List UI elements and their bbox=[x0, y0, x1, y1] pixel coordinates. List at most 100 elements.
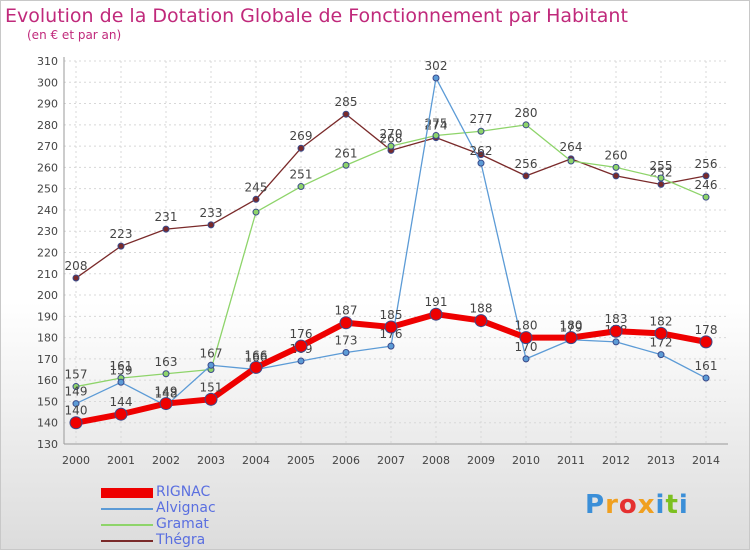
y-tick-label: 220 bbox=[37, 247, 58, 260]
x-tick-label: 2005 bbox=[287, 454, 315, 467]
x-tick-label: 2011 bbox=[557, 454, 585, 467]
x-tick-label: 2004 bbox=[242, 454, 270, 467]
data-label: 172 bbox=[650, 336, 673, 350]
data-label: 223 bbox=[110, 227, 133, 241]
data-label: 246 bbox=[695, 178, 718, 192]
data-label: 275 bbox=[425, 116, 448, 130]
data-label: 159 bbox=[110, 363, 133, 377]
data-label: 183 bbox=[605, 312, 628, 326]
data-point bbox=[297, 357, 305, 365]
data-label: 285 bbox=[335, 95, 358, 109]
data-point bbox=[564, 331, 578, 345]
y-tick-label: 130 bbox=[37, 438, 58, 451]
data-label: 180 bbox=[515, 319, 538, 333]
x-tick-label: 2013 bbox=[647, 454, 675, 467]
data-point bbox=[702, 374, 710, 382]
x-tick-label: 2012 bbox=[602, 454, 630, 467]
data-label: 182 bbox=[650, 314, 673, 328]
x-tick-label: 2009 bbox=[467, 454, 495, 467]
data-point bbox=[567, 157, 575, 165]
data-point bbox=[432, 74, 440, 82]
brand-letter: P bbox=[585, 490, 606, 520]
data-point bbox=[342, 110, 350, 118]
data-point bbox=[72, 383, 80, 391]
data-label: 280 bbox=[515, 106, 538, 120]
data-point bbox=[252, 208, 260, 216]
data-label: 251 bbox=[290, 168, 313, 182]
brand-letter: r bbox=[605, 490, 619, 520]
data-point bbox=[162, 370, 170, 378]
data-point bbox=[429, 307, 443, 321]
data-label: 176 bbox=[380, 327, 403, 341]
data-label: 269 bbox=[290, 129, 313, 143]
data-point bbox=[522, 172, 530, 180]
brand-letter: x bbox=[637, 490, 656, 520]
data-point bbox=[72, 400, 80, 408]
data-label: 161 bbox=[110, 359, 133, 373]
data-label: 208 bbox=[65, 259, 88, 273]
data-label: 187 bbox=[335, 304, 358, 318]
data-point bbox=[252, 195, 260, 203]
x-tick-label: 2001 bbox=[107, 454, 135, 467]
data-point bbox=[162, 225, 170, 233]
y-tick-label: 290 bbox=[37, 98, 58, 111]
data-label: 148 bbox=[155, 387, 178, 401]
y-tick-label: 150 bbox=[37, 395, 58, 408]
data-label: 185 bbox=[380, 308, 403, 322]
data-label: 255 bbox=[650, 159, 673, 173]
data-label: 261 bbox=[335, 146, 358, 160]
brand-letter: i bbox=[655, 490, 666, 520]
x-tick-label: 2010 bbox=[512, 454, 540, 467]
y-tick-label: 240 bbox=[37, 204, 58, 217]
data-point bbox=[339, 316, 353, 330]
data-point bbox=[474, 314, 488, 328]
chart-subtitle: (en € et par an) bbox=[27, 28, 122, 42]
data-label: 157 bbox=[65, 368, 88, 382]
data-point bbox=[207, 221, 215, 229]
brand-letter: i bbox=[678, 490, 689, 520]
data-point bbox=[207, 361, 215, 369]
data-point bbox=[609, 324, 623, 338]
data-point bbox=[702, 172, 710, 180]
data-point bbox=[702, 193, 710, 201]
data-label: 149 bbox=[65, 385, 88, 399]
data-label: 179 bbox=[560, 321, 583, 335]
y-tick-label: 170 bbox=[37, 353, 58, 366]
data-label: 233 bbox=[200, 206, 223, 220]
data-label: 151 bbox=[200, 380, 223, 394]
y-tick-label: 210 bbox=[37, 268, 58, 281]
x-tick-label: 2000 bbox=[62, 454, 90, 467]
y-tick-label: 250 bbox=[37, 183, 58, 196]
x-tick-label: 2003 bbox=[197, 454, 225, 467]
data-label: 270 bbox=[380, 127, 403, 141]
data-point bbox=[387, 342, 395, 350]
data-point bbox=[159, 397, 173, 411]
y-tick-label: 300 bbox=[37, 76, 58, 89]
y-tick-label: 190 bbox=[37, 310, 58, 323]
data-label: 245 bbox=[245, 180, 268, 194]
data-point bbox=[657, 351, 665, 359]
data-label: 277 bbox=[470, 112, 493, 126]
data-point bbox=[249, 360, 263, 374]
x-tick-label: 2006 bbox=[332, 454, 360, 467]
y-tick-label: 270 bbox=[37, 140, 58, 153]
x-tick-label: 2014 bbox=[692, 454, 720, 467]
data-label: 274 bbox=[425, 119, 448, 133]
legend-label: Gramat bbox=[156, 516, 209, 532]
data-label: 167 bbox=[200, 346, 223, 360]
y-tick-label: 280 bbox=[37, 119, 58, 132]
data-label: 191 bbox=[425, 295, 448, 309]
data-point bbox=[204, 392, 218, 406]
data-label: 252 bbox=[650, 165, 673, 179]
data-label: 140 bbox=[65, 404, 88, 418]
data-point bbox=[342, 161, 350, 169]
y-tick-label: 260 bbox=[37, 161, 58, 174]
data-point bbox=[384, 320, 398, 334]
data-point bbox=[477, 159, 485, 167]
data-label: 166 bbox=[245, 351, 268, 365]
data-label: 161 bbox=[695, 359, 718, 373]
data-point bbox=[72, 274, 80, 282]
data-label: 173 bbox=[335, 334, 358, 348]
data-label: 262 bbox=[470, 144, 493, 158]
